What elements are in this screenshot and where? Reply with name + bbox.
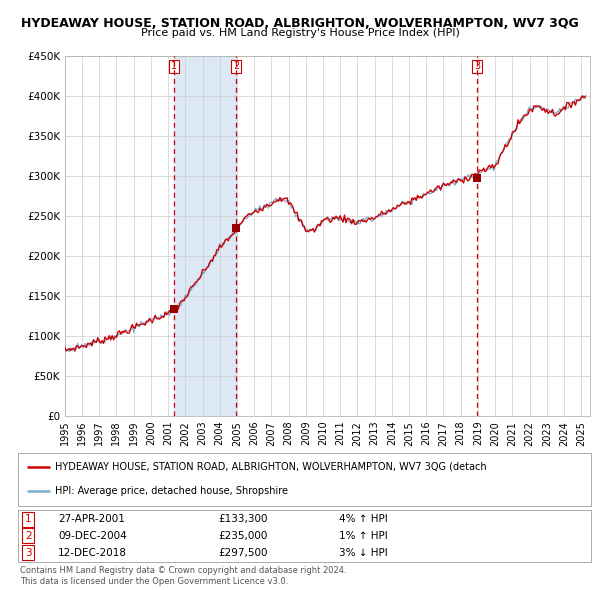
Bar: [173, 56, 236, 416]
Text: 4% ↑ HPI: 4% ↑ HPI: [339, 514, 388, 524]
Text: 2: 2: [233, 61, 239, 71]
Text: £133,300: £133,300: [218, 514, 268, 524]
Text: £235,000: £235,000: [218, 531, 268, 540]
Text: 3% ↓ HPI: 3% ↓ HPI: [339, 548, 388, 558]
Text: 27-APR-2001: 27-APR-2001: [58, 514, 125, 524]
Text: 1: 1: [25, 514, 32, 524]
Text: HYDEAWAY HOUSE, STATION ROAD, ALBRIGHTON, WOLVERHAMPTON, WV7 3QG: HYDEAWAY HOUSE, STATION ROAD, ALBRIGHTON…: [21, 17, 579, 30]
Text: HYDEAWAY HOUSE, STATION ROAD, ALBRIGHTON, WOLVERHAMPTON, WV7 3QG (detach: HYDEAWAY HOUSE, STATION ROAD, ALBRIGHTON…: [55, 462, 487, 472]
Text: 1: 1: [170, 61, 176, 71]
Text: 1% ↑ HPI: 1% ↑ HPI: [339, 531, 388, 540]
Text: 3: 3: [474, 61, 480, 71]
Text: 12-DEC-2018: 12-DEC-2018: [58, 548, 127, 558]
Text: Contains HM Land Registry data © Crown copyright and database right 2024.
This d: Contains HM Land Registry data © Crown c…: [20, 566, 346, 586]
Text: HPI: Average price, detached house, Shropshire: HPI: Average price, detached house, Shro…: [55, 486, 288, 496]
Text: 3: 3: [25, 548, 32, 558]
Text: 2: 2: [25, 531, 32, 540]
Text: 09-DEC-2004: 09-DEC-2004: [58, 531, 127, 540]
Text: Price paid vs. HM Land Registry's House Price Index (HPI): Price paid vs. HM Land Registry's House …: [140, 28, 460, 38]
Text: £297,500: £297,500: [218, 548, 268, 558]
